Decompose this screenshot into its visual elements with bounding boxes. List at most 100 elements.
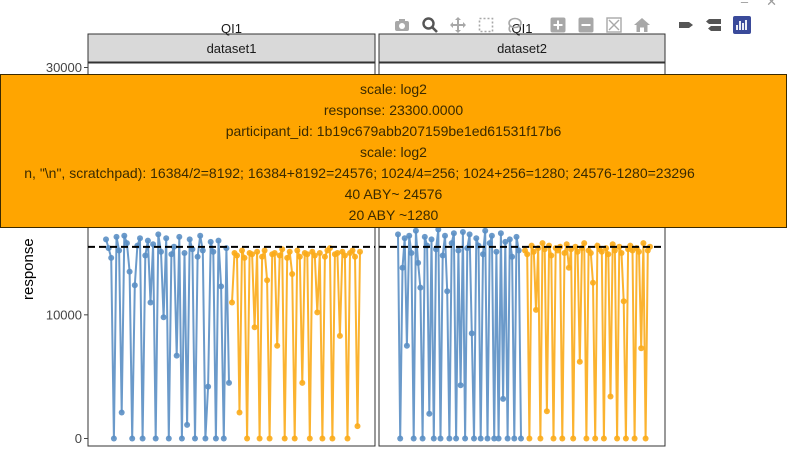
minimize-button[interactable]: – bbox=[740, 0, 749, 9]
data-point[interactable] bbox=[636, 248, 642, 255]
data-point[interactable] bbox=[334, 250, 341, 256]
data-point[interactable] bbox=[186, 236, 193, 243]
data-point[interactable] bbox=[178, 435, 185, 442]
data-point[interactable] bbox=[306, 435, 313, 442]
zoom-icon[interactable] bbox=[418, 13, 442, 37]
data-point[interactable] bbox=[570, 435, 577, 442]
data-point[interactable] bbox=[266, 435, 273, 442]
data-point[interactable] bbox=[500, 395, 507, 402]
zoom-in-icon[interactable] bbox=[546, 13, 570, 37]
data-point[interactable] bbox=[116, 247, 123, 254]
data-point[interactable] bbox=[446, 435, 453, 442]
data-point[interactable] bbox=[539, 240, 546, 247]
data-point[interactable] bbox=[352, 253, 358, 260]
data-point[interactable] bbox=[622, 435, 629, 442]
data-point[interactable] bbox=[548, 252, 555, 259]
data-point[interactable] bbox=[638, 345, 645, 352]
data-point[interactable] bbox=[202, 435, 209, 442]
data-point[interactable] bbox=[401, 235, 408, 242]
data-point[interactable] bbox=[417, 284, 424, 291]
series-orange-panel-1[interactable] bbox=[229, 245, 363, 442]
data-point[interactable] bbox=[142, 252, 149, 259]
data-point[interactable] bbox=[256, 435, 263, 442]
data-point[interactable] bbox=[158, 248, 164, 255]
data-point[interactable] bbox=[229, 299, 235, 306]
data-point[interactable] bbox=[515, 247, 522, 254]
data-point[interactable] bbox=[123, 240, 130, 247]
data-point[interactable] bbox=[271, 250, 278, 256]
data-point[interactable] bbox=[448, 240, 455, 247]
data-point[interactable] bbox=[537, 435, 544, 442]
data-point[interactable] bbox=[491, 435, 498, 442]
data-point[interactable] bbox=[468, 330, 475, 337]
data-point[interactable] bbox=[605, 251, 612, 258]
data-point[interactable] bbox=[627, 242, 634, 249]
data-point[interactable] bbox=[473, 235, 480, 242]
data-point[interactable] bbox=[160, 314, 167, 321]
data-point[interactable] bbox=[618, 250, 625, 256]
data-point[interactable] bbox=[218, 283, 225, 290]
data-point[interactable] bbox=[276, 252, 283, 259]
data-point[interactable] bbox=[482, 227, 489, 234]
data-point[interactable] bbox=[354, 423, 361, 430]
data-point[interactable] bbox=[192, 435, 198, 442]
data-point[interactable] bbox=[563, 241, 570, 248]
data-point[interactable] bbox=[284, 254, 291, 261]
data-point[interactable] bbox=[234, 252, 240, 259]
data-point[interactable] bbox=[316, 250, 323, 256]
data-point[interactable] bbox=[336, 332, 343, 339]
data-point[interactable] bbox=[291, 435, 298, 442]
data-point[interactable] bbox=[428, 236, 435, 243]
data-point[interactable] bbox=[274, 342, 281, 349]
data-point[interactable] bbox=[286, 248, 293, 255]
data-point[interactable] bbox=[344, 435, 351, 442]
data-point[interactable] bbox=[509, 253, 516, 260]
data-point[interactable] bbox=[321, 253, 328, 260]
data-point[interactable] bbox=[251, 324, 258, 331]
data-point[interactable] bbox=[430, 435, 437, 442]
data-point[interactable] bbox=[590, 279, 596, 286]
data-point[interactable] bbox=[139, 435, 146, 442]
data-point[interactable] bbox=[511, 435, 518, 442]
data-point[interactable] bbox=[254, 248, 261, 255]
data-point[interactable] bbox=[144, 237, 151, 244]
data-point[interactable] bbox=[488, 232, 495, 239]
data-point[interactable] bbox=[426, 410, 433, 417]
data-point[interactable] bbox=[484, 435, 491, 442]
data-point[interactable] bbox=[497, 230, 504, 237]
data-point[interactable] bbox=[399, 264, 406, 271]
data-point[interactable] bbox=[502, 238, 509, 245]
data-point[interactable] bbox=[576, 358, 583, 365]
series-orange-panel-2[interactable] bbox=[522, 240, 653, 442]
data-point[interactable] bbox=[550, 435, 557, 442]
data-point[interactable] bbox=[259, 253, 266, 260]
data-point[interactable] bbox=[486, 240, 493, 247]
data-point[interactable] bbox=[137, 235, 143, 242]
camera-icon[interactable] bbox=[390, 13, 414, 37]
data-point[interactable] bbox=[296, 253, 303, 260]
data-point[interactable] bbox=[244, 435, 251, 442]
data-point[interactable] bbox=[444, 288, 451, 295]
data-point[interactable] bbox=[129, 435, 136, 442]
data-point[interactable] bbox=[581, 240, 588, 247]
data-point[interactable] bbox=[442, 232, 448, 239]
data-point[interactable] bbox=[226, 379, 232, 386]
spike-lines-icon[interactable] bbox=[674, 13, 698, 37]
data-point[interactable] bbox=[103, 236, 109, 243]
data-point[interactable] bbox=[631, 435, 638, 442]
data-point[interactable] bbox=[495, 435, 502, 442]
data-point[interactable] bbox=[455, 247, 462, 254]
data-point[interactable] bbox=[513, 233, 520, 240]
data-point[interactable] bbox=[611, 247, 618, 254]
data-point[interactable] bbox=[299, 379, 306, 386]
data-point[interactable] bbox=[408, 250, 415, 256]
autoscale-icon[interactable] bbox=[602, 13, 626, 37]
data-point[interactable] bbox=[294, 247, 301, 254]
close-button[interactable]: ✕ bbox=[766, 0, 777, 9]
data-point[interactable] bbox=[459, 229, 466, 235]
data-point[interactable] bbox=[410, 435, 417, 442]
data-point[interactable] bbox=[118, 409, 125, 416]
data-point[interactable] bbox=[239, 247, 245, 254]
data-point[interactable] bbox=[616, 243, 623, 250]
data-point[interactable] bbox=[406, 232, 413, 239]
